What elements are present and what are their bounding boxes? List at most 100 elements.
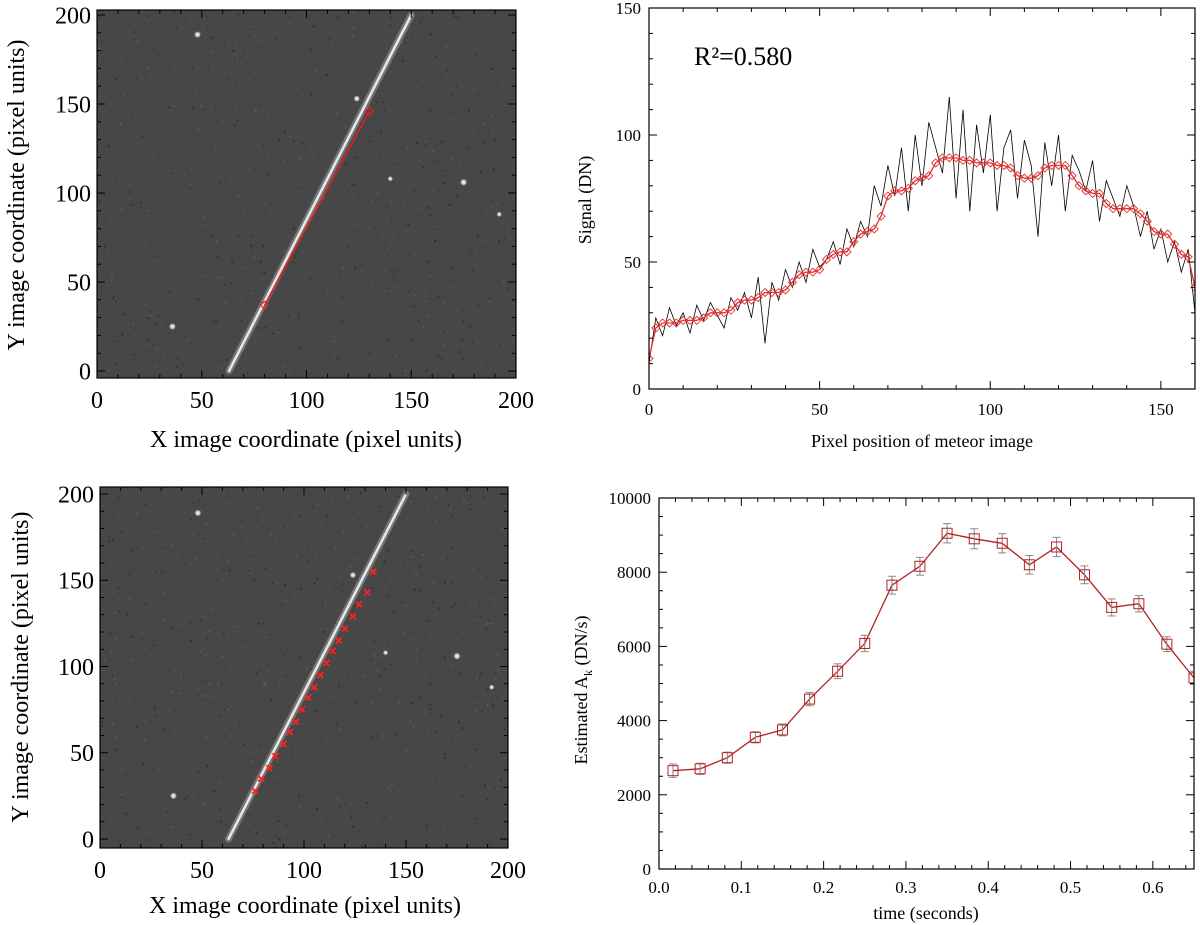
noise-speck — [361, 560, 364, 563]
noise-speck — [354, 729, 357, 732]
noise-speck — [182, 783, 184, 786]
noise-speck — [377, 339, 380, 342]
noise-speck — [226, 559, 229, 562]
noise-speck — [215, 115, 218, 118]
noise-speck — [422, 105, 425, 108]
noise-speck — [415, 657, 418, 660]
noise-speck — [411, 164, 414, 167]
noise-speck — [347, 488, 350, 491]
noise-speck — [407, 518, 410, 521]
noise-speck — [184, 173, 187, 176]
noise-speck — [207, 65, 210, 68]
noise-speck — [100, 128, 103, 131]
noise-speck — [243, 794, 245, 797]
noise-speck — [427, 729, 429, 732]
noise-speck — [147, 336, 150, 339]
data-point — [944, 153, 954, 163]
noise-speck — [389, 73, 392, 76]
x-tick-label: 50 — [190, 858, 214, 884]
noise-speck — [477, 283, 479, 286]
noise-speck — [427, 58, 430, 61]
noise-speck — [480, 170, 482, 173]
noise-speck — [126, 613, 128, 616]
noise-speck — [390, 253, 393, 256]
y-tick-label: 2000 — [617, 786, 651, 805]
noise-speck — [385, 594, 388, 597]
noise-speck — [110, 217, 113, 219]
noise-speck — [105, 117, 108, 120]
noise-speck — [115, 701, 118, 704]
noise-speck — [222, 300, 225, 303]
noise-speck — [461, 164, 464, 167]
noise-speck — [436, 725, 439, 728]
noise-speck — [377, 815, 380, 818]
y-axis-label-main: Estimated A — [571, 676, 591, 765]
noise-speck — [470, 326, 473, 329]
noise-speck — [113, 798, 116, 801]
noise-speck — [202, 745, 205, 748]
noise-speck — [251, 252, 254, 255]
data-point — [780, 285, 791, 295]
noise-speck — [264, 267, 267, 270]
noise-speck — [274, 835, 277, 838]
noise-speck — [463, 172, 466, 175]
noise-speck — [397, 359, 400, 362]
noise-speck — [481, 506, 484, 509]
noise-speck — [324, 828, 327, 831]
data-point — [1135, 209, 1146, 219]
image-background — [97, 10, 516, 378]
noise-speck — [252, 179, 255, 182]
noise-speck — [357, 731, 360, 734]
noise-speck — [244, 645, 247, 648]
noise-speck — [441, 174, 444, 177]
noise-speck — [345, 336, 348, 339]
position-marker — [292, 718, 300, 726]
data-point — [671, 318, 681, 328]
noise-speck — [197, 662, 200, 665]
noise-speck — [504, 691, 507, 694]
noise-speck — [142, 762, 145, 765]
noise-speck — [500, 82, 503, 85]
noise-speck — [462, 799, 465, 802]
noise-speck — [277, 501, 279, 504]
noise-speck — [422, 326, 425, 329]
noise-speck — [464, 601, 467, 604]
noise-speck — [261, 683, 264, 686]
x-tick-label: 0.4 — [978, 878, 1000, 897]
noise-speck — [143, 23, 146, 26]
noise-speck — [359, 154, 362, 157]
noise-speck — [411, 550, 414, 553]
noise-speck — [279, 50, 282, 53]
noise-speck — [255, 91, 258, 94]
noise-speck — [363, 675, 366, 678]
noise-speck — [121, 333, 124, 336]
noise-speck — [349, 812, 352, 814]
noise-speck — [468, 247, 471, 250]
noise-speck — [256, 506, 259, 509]
noise-speck — [204, 694, 207, 697]
noise-speck — [326, 524, 328, 527]
noise-speck — [319, 707, 322, 710]
noise-speck — [375, 535, 378, 538]
noise-speck — [128, 110, 131, 113]
noise-speck — [338, 271, 341, 274]
y-axis-label: Y image coordinate (pixel units) — [8, 511, 34, 822]
noise-speck — [207, 705, 210, 708]
noise-speck — [359, 525, 362, 528]
noise-speck — [388, 510, 390, 513]
noise-speck — [283, 130, 286, 133]
noise-speck — [437, 296, 440, 298]
noise-speck — [436, 188, 439, 191]
noise-speck — [460, 509, 463, 512]
noise-speck — [292, 261, 295, 264]
noise-speck — [297, 60, 300, 62]
noise-speck — [343, 43, 346, 46]
noise-speck — [431, 601, 434, 604]
noise-speck — [393, 93, 396, 96]
noise-speck — [445, 336, 447, 339]
data-point — [787, 277, 797, 287]
noise-speck — [414, 253, 417, 256]
noise-speck — [153, 302, 155, 305]
noise-speck — [432, 189, 435, 192]
noise-speck — [204, 354, 207, 357]
